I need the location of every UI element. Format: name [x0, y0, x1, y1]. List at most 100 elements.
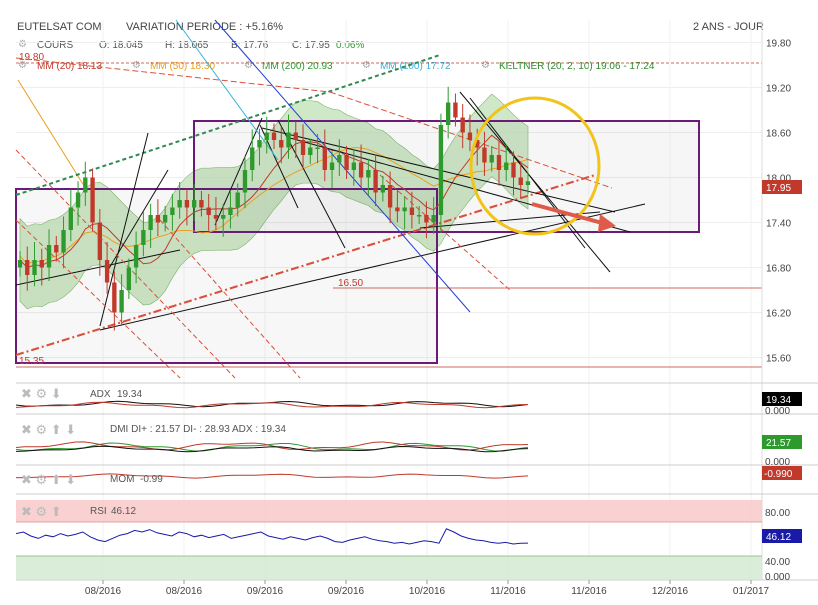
candle-body [445, 102, 451, 125]
candle-body [431, 215, 436, 223]
x-tick-label: 09/2016 [328, 586, 365, 597]
candle-body [235, 192, 240, 208]
candle-body [279, 140, 284, 148]
candle-body [351, 162, 357, 170]
candle-body [366, 170, 371, 178]
ma50-line [19, 146, 529, 265]
gear-icon[interactable]: ⚙ [481, 60, 490, 71]
candle-body [126, 267, 132, 290]
last-price-text: 17.95 [766, 183, 791, 194]
mm50-label: MM (50) 18.30 [150, 61, 216, 72]
candle-body [54, 245, 59, 253]
candle-body [155, 215, 161, 223]
candle-body [46, 245, 52, 268]
level-1650-text: 16.50 [338, 278, 363, 289]
mom-badge [762, 466, 802, 480]
x-tick-label: 01/2017 [733, 586, 770, 597]
keltner-band [19, 93, 529, 310]
gear-icon[interactable]: ⚙ [132, 60, 141, 71]
rsi-zero: 0.000 [765, 572, 790, 583]
x-tick-label: 11/2016 [571, 586, 607, 597]
instrument-title: EUTELSAT COM. [17, 21, 105, 33]
candlesticks [17, 86, 531, 331]
mom-controls[interactable]: ✖ ⚙ ⬆ ⬇ [21, 472, 77, 487]
candle-body [104, 260, 110, 283]
candle-body [133, 245, 139, 268]
high-value: H: 18.065 [165, 40, 209, 51]
candle-body [184, 200, 190, 208]
adx-label: ADX [90, 389, 111, 400]
candle-body [402, 207, 407, 212]
candle-body [97, 222, 103, 260]
mm100-label: MM (100) 17.72 [380, 61, 451, 72]
forecast-arrow [531, 202, 607, 226]
candle-body [39, 260, 44, 268]
candle-body [32, 260, 37, 275]
candle-body [489, 155, 494, 163]
candle-body [271, 132, 277, 140]
gear-icon[interactable]: ⚙ [18, 39, 27, 50]
open-value: O: 18.045 [99, 40, 143, 51]
candle-body [242, 170, 248, 193]
last-price-badge [762, 180, 802, 194]
rsi-value: 46.12 [111, 506, 137, 517]
x-tick-label: 08/2016 [166, 586, 203, 597]
dmi-controls[interactable]: ✖ ⚙ ⬆ ⬇ [21, 422, 77, 437]
candle-body [344, 155, 349, 170]
rsi-controls[interactable]: ✖ ⚙ ⬆ [21, 504, 62, 519]
mm200-label: MM (200) 20.93 [262, 61, 333, 72]
candle-body [453, 102, 458, 118]
dmi-zero: 0.000 [765, 457, 790, 468]
ma20-line [19, 134, 529, 269]
candle-body [308, 147, 313, 155]
adx-controls[interactable]: ✖ ⚙ ⬇ [21, 386, 62, 401]
candle-body [373, 170, 378, 193]
mom-value: -0.99 [140, 474, 163, 485]
candle-body [112, 282, 117, 313]
period-label[interactable]: 2 ANS - JOUR [693, 21, 764, 33]
candle-body [409, 207, 415, 215]
candle-body [358, 162, 364, 178]
candle-body [300, 140, 306, 155]
mom-label: MOM [110, 474, 135, 485]
rsi-label: RSI [90, 506, 107, 517]
candle-body [286, 132, 291, 148]
variation-label: VARIATION PERIODE : +5.16% [126, 21, 284, 33]
candle-body [416, 215, 422, 217]
price-axis: 19.80 19.20 18.60 18.00 17.40 16.80 16.20 15.60 [766, 39, 791, 365]
rsi-80: 80.00 [765, 508, 790, 519]
adx-badge [762, 392, 802, 406]
adx-value: 19.34 [117, 389, 143, 400]
y-tick-label: 17.40 [766, 219, 791, 230]
rsi-badge-text: 46.12 [766, 532, 791, 543]
level-1535-text: 15.35 [19, 356, 44, 367]
price-grid [16, 20, 762, 580]
candle-body [496, 155, 502, 170]
highlight-circle [469, 96, 601, 236]
candle-body [206, 207, 211, 215]
gear-icon[interactable]: ⚙ [244, 60, 253, 71]
gear-icon[interactable]: ⚙ [18, 60, 27, 71]
close-value: C: 17.95 [292, 40, 330, 51]
candle-body [191, 200, 197, 208]
mom-badge-text: -0.990 [764, 469, 793, 480]
y-tick-label: 15.60 [766, 354, 791, 365]
dmi-label: DMI DI+ : 21.57 DI- : 28.93 ADX : 19.34 [110, 424, 286, 435]
candle-body [75, 192, 81, 208]
top-level-label: 19.80 [19, 52, 45, 63]
candle-body [170, 207, 175, 215]
candle-body [199, 200, 204, 208]
mm20-label: MM (20) 18.13 [37, 61, 103, 72]
x-tick-label: 10/2016 [409, 586, 446, 597]
y-tick-label: 16.80 [766, 264, 791, 275]
candle-body [141, 230, 146, 245]
y-tick-label: 19.20 [766, 84, 791, 95]
adx-line-red [15, 401, 529, 409]
date-axis: 08/2016 08/2016 09/2016 09/2016 10/2016 11/20… [85, 580, 770, 597]
rsi-oversold-zone [16, 556, 762, 580]
momentum-line [15, 473, 529, 479]
adx-badge-text: 19.34 [766, 395, 791, 406]
candle-body [17, 260, 23, 268]
gear-icon[interactable]: ⚙ [362, 60, 371, 71]
